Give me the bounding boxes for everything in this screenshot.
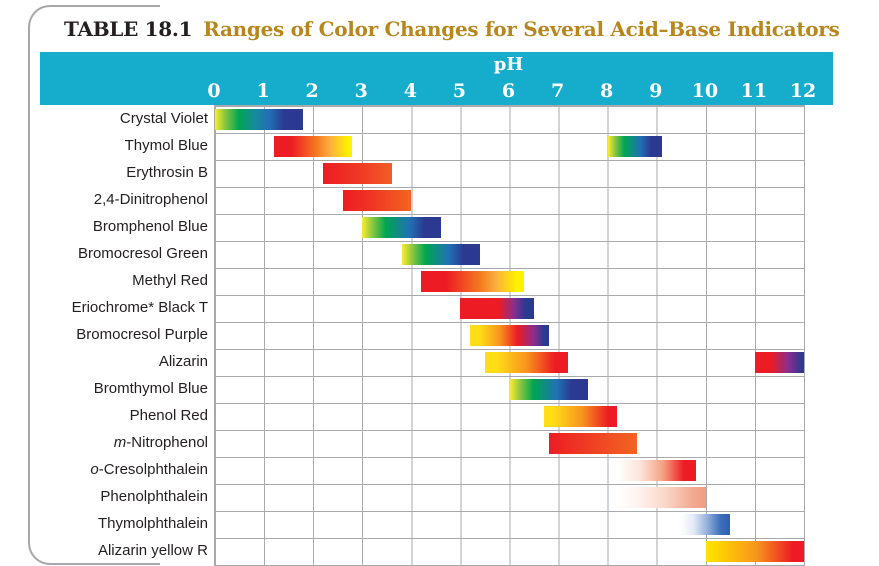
ph-range-bar xyxy=(509,379,589,400)
indicator-label: Bromocresol Green xyxy=(77,245,208,262)
ph-tick-label: 9 xyxy=(649,80,663,102)
ph-axis-header: pH 0 1 2 3 4 5 6 7 8 9 10 11 12 xyxy=(40,52,833,105)
ph-axis-label: pH xyxy=(493,54,524,75)
ph-range-bar xyxy=(484,352,569,373)
indicator-label: Phenol Red xyxy=(129,407,208,424)
ph-range-bar xyxy=(617,460,696,481)
ph-range-bar xyxy=(548,433,638,454)
ph-range-bar xyxy=(754,352,804,373)
ph-tick-label: 1 xyxy=(256,80,270,102)
table-number: TABLE 18.1 xyxy=(64,17,193,41)
chart-grid xyxy=(214,105,805,566)
indicator-label: o-Cresolphthalein xyxy=(90,461,208,478)
indicator-label: 2,4-Dinitrophenol xyxy=(93,191,208,208)
ph-range-bar xyxy=(470,325,549,346)
ph-tick-label: 12 xyxy=(789,80,817,102)
ph-range-bar xyxy=(421,271,525,292)
ph-range-bar xyxy=(617,487,706,508)
indicator-label: Alizarin xyxy=(158,353,208,370)
indicator-label: Bromphenol Blue xyxy=(92,218,208,235)
ph-range-bar xyxy=(460,298,535,319)
ph-tick-label: 7 xyxy=(550,80,565,102)
ph-tick-label: 8 xyxy=(600,80,614,102)
indicator-labels-column: Crystal Violet Thymol Blue Erythrosin B 2,4… xyxy=(30,105,208,564)
ph-tick-label: 10 xyxy=(691,80,719,102)
indicator-label: m-Nitrophenol xyxy=(113,434,208,451)
ph-range-bar xyxy=(705,541,804,562)
indicator-label: Bromocresol Purple xyxy=(76,326,208,343)
indicator-label: Phenolphthalein xyxy=(100,488,208,505)
table-caption: Ranges of Color Changes for Several Acid… xyxy=(203,17,840,41)
ph-tick-label: 4 xyxy=(403,80,417,102)
ph-range-bar xyxy=(362,217,441,238)
ph-range-bar xyxy=(401,244,481,265)
table-title: TABLE 18.1 Ranges of Color Changes for Se… xyxy=(64,17,840,41)
ph-range-bar xyxy=(543,406,618,427)
indicator-label: Alizarin yellow R xyxy=(97,542,208,559)
indicator-label: Thymolphthalein xyxy=(97,515,208,532)
ph-tick-label: 5 xyxy=(452,80,467,102)
ph-range-bar xyxy=(322,163,392,184)
indicator-label: Erythrosin B xyxy=(126,164,208,181)
indicator-label: Methyl Red xyxy=(132,272,208,289)
ph-tick-label: 2 xyxy=(305,80,319,102)
ph-range-bar xyxy=(342,190,412,211)
indicator-label: Bromthymol Blue xyxy=(93,380,208,397)
ph-tick-label: 3 xyxy=(354,80,368,102)
ph-range-bar xyxy=(215,109,304,130)
ph-range-bar xyxy=(676,514,731,535)
ph-tick-label: 6 xyxy=(501,80,516,102)
indicator-label: Crystal Violet xyxy=(119,110,208,127)
ph-range-bar xyxy=(607,136,662,157)
ph-tick-label: 0 xyxy=(207,80,221,102)
indicator-label: Thymol Blue xyxy=(124,137,208,154)
ph-range-bar xyxy=(273,136,353,157)
ph-tick-label: 11 xyxy=(740,80,768,102)
indicator-label: Eriochrome* Black T xyxy=(71,299,208,316)
